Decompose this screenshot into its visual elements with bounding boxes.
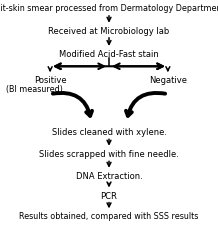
Text: Modified Acid-Fast stain: Modified Acid-Fast stain	[59, 50, 159, 59]
Text: Slit-skin smear processed from Dermatology Department: Slit-skin smear processed from Dermatolo…	[0, 4, 218, 12]
FancyArrowPatch shape	[126, 94, 165, 116]
Text: Slides cleaned with xylene.: Slides cleaned with xylene.	[51, 127, 167, 136]
Text: (BI measured): (BI measured)	[7, 85, 63, 93]
Text: PCR: PCR	[100, 191, 118, 200]
Text: Negative: Negative	[149, 75, 187, 84]
Text: Slides scrapped with fine needle.: Slides scrapped with fine needle.	[39, 149, 179, 158]
FancyArrowPatch shape	[53, 94, 92, 116]
Text: DNA Extraction.: DNA Extraction.	[76, 171, 142, 180]
Text: Positive: Positive	[34, 75, 66, 84]
Text: Results obtained, compared with SSS results: Results obtained, compared with SSS resu…	[19, 212, 199, 220]
Text: Received at Microbiology lab: Received at Microbiology lab	[48, 27, 170, 36]
